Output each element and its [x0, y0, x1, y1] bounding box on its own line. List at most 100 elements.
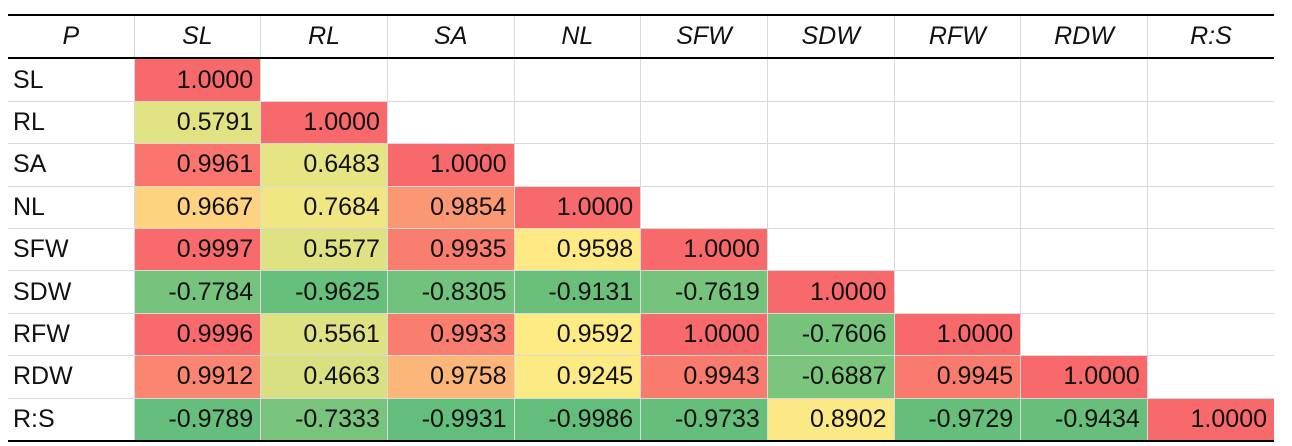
heatmap-cell: 1.0000 — [1020, 355, 1148, 399]
empty-cell — [1146, 228, 1274, 272]
heatmap-cell: -0.8305 — [386, 270, 515, 314]
empty-cell — [1146, 186, 1274, 229]
heatmap-cell: 0.7684 — [260, 186, 388, 229]
heatmap-cell: 0.9598 — [513, 228, 642, 272]
heatmap-cell: 0.9245 — [513, 355, 642, 399]
heatmap-cell: 0.9592 — [513, 313, 642, 357]
table-row: SDW -0.7784 -0.9625 -0.8305 -0.9131 -0.7619 1.… — [8, 270, 1274, 314]
empty-cell — [766, 58, 895, 102]
empty-cell — [1146, 58, 1274, 102]
row-header-sa: SA — [8, 143, 135, 187]
row-header-r-s: R:S — [8, 398, 135, 442]
empty-cell — [513, 101, 642, 145]
heatmap-cell: 0.9961 — [133, 143, 262, 187]
column-header-rl: RL — [260, 13, 388, 60]
heatmap-cell: 0.9945 — [893, 355, 1022, 399]
heatmap-cell: 0.9912 — [133, 355, 262, 399]
empty-cell — [386, 58, 515, 102]
column-header-sa: SA — [386, 13, 515, 60]
empty-cell — [1146, 355, 1274, 399]
heatmap-cell: -0.9789 — [133, 398, 262, 442]
row-header-sdw: SDW — [8, 270, 135, 314]
empty-cell — [1020, 270, 1148, 314]
matrix-body: SL 1.0000 RL 0.5791 1.0000 SA 0.9961 0.6483 1.00… — [8, 58, 1274, 442]
heatmap-cell: -0.9625 — [260, 270, 388, 314]
heatmap-cell: 0.5577 — [260, 228, 388, 272]
corner-label: P — [8, 13, 135, 60]
empty-cell — [766, 228, 895, 272]
empty-cell — [1020, 186, 1148, 229]
header-row: P SL RL SA NL SFW SDW RFW RDW R:S — [8, 13, 1274, 60]
row-header-sfw: SFW — [8, 228, 135, 272]
row-header-rl: RL — [8, 101, 135, 145]
heatmap-cell: -0.7784 — [133, 270, 262, 314]
heatmap-cell: 1.0000 — [133, 58, 262, 102]
heatmap-cell: -0.9131 — [513, 270, 642, 314]
column-header-rfw: RFW — [893, 13, 1022, 60]
empty-cell — [1020, 143, 1148, 187]
empty-cell — [260, 58, 388, 102]
heatmap-cell: -0.7606 — [766, 313, 895, 357]
empty-cell — [1146, 270, 1274, 314]
empty-cell — [766, 143, 895, 187]
empty-cell — [640, 143, 768, 187]
heatmap-cell: 1.0000 — [386, 143, 515, 187]
empty-cell — [766, 186, 895, 229]
empty-cell — [640, 101, 768, 145]
heatmap-cell: -0.9986 — [513, 398, 642, 442]
heatmap-cell: 0.9667 — [133, 186, 262, 229]
row-header-rfw: RFW — [8, 313, 135, 357]
table-row: NL 0.9667 0.7684 0.9854 1.0000 — [8, 186, 1274, 229]
empty-cell — [640, 186, 768, 229]
empty-cell — [1020, 313, 1148, 357]
column-header-sdw: SDW — [766, 13, 895, 60]
heatmap-cell: 0.9933 — [386, 313, 515, 357]
empty-cell — [893, 143, 1022, 187]
table-row: RL 0.5791 1.0000 — [8, 101, 1274, 145]
row-header-sl: SL — [8, 58, 135, 102]
heatmap-cell: 0.6483 — [260, 143, 388, 187]
empty-cell — [893, 101, 1022, 145]
heatmap-cell: 1.0000 — [766, 270, 895, 314]
heatmap-cell: -0.7333 — [260, 398, 388, 442]
empty-cell — [1146, 313, 1274, 357]
heatmap-cell: 1.0000 — [640, 313, 768, 357]
heatmap-cell: 1.0000 — [893, 313, 1022, 357]
empty-cell — [893, 186, 1022, 229]
heatmap-cell: 0.9758 — [386, 355, 515, 399]
table-row: RFW 0.9996 0.5561 0.9933 0.9592 1.0000 -0.7606… — [8, 313, 1274, 357]
heatmap-cell: 0.9935 — [386, 228, 515, 272]
empty-cell — [766, 101, 895, 145]
column-header-nl: NL — [513, 13, 642, 60]
row-header-rdw: RDW — [8, 355, 135, 399]
heatmap-cell: 1.0000 — [260, 101, 388, 145]
column-header-r-s: R:S — [1146, 13, 1274, 60]
heatmap-cell: 1.0000 — [513, 186, 642, 229]
heatmap-cell: 0.9996 — [133, 313, 262, 357]
heatmap-cell: 0.4663 — [260, 355, 388, 399]
heatmap-cell: -0.9733 — [640, 398, 768, 442]
heatmap-cell: -0.9434 — [1020, 398, 1148, 442]
heatmap-cell: 0.9943 — [640, 355, 768, 399]
empty-cell — [893, 228, 1022, 272]
table-row: R:S -0.9789 -0.7333 -0.9931 -0.9986 -0.9733 0.… — [8, 398, 1274, 442]
empty-cell — [513, 143, 642, 187]
table-row: SL 1.0000 — [8, 58, 1274, 102]
heatmap-cell: 0.9854 — [386, 186, 515, 229]
empty-cell — [1020, 101, 1148, 145]
heatmap-cell: -0.7619 — [640, 270, 768, 314]
empty-cell — [893, 270, 1022, 314]
empty-cell — [1020, 228, 1148, 272]
column-header-rdw: RDW — [1020, 13, 1148, 60]
table-row: SA 0.9961 0.6483 1.0000 — [8, 143, 1274, 187]
heatmap-cell: 0.8902 — [766, 398, 895, 442]
table-row: SFW 0.9997 0.5577 0.9935 0.9598 1.0000 — [8, 228, 1274, 272]
heatmap-cell: -0.6887 — [766, 355, 895, 399]
empty-cell — [1146, 101, 1274, 145]
empty-cell — [1020, 58, 1148, 102]
heatmap-cell: 0.5791 — [133, 101, 262, 145]
empty-cell — [893, 58, 1022, 102]
empty-cell — [1146, 143, 1274, 187]
matrix-header: P SL RL SA NL SFW SDW RFW RDW R:S — [8, 13, 1274, 60]
column-header-sfw: SFW — [640, 13, 768, 60]
